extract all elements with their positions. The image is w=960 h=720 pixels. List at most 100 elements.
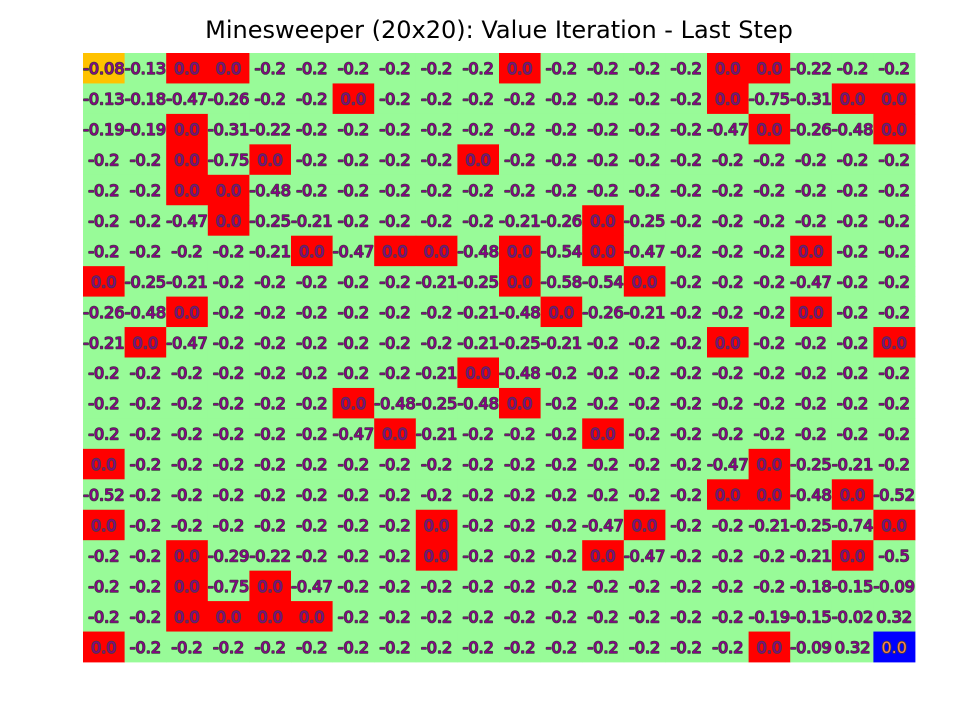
cell-value-label: -0.2 bbox=[213, 455, 244, 474]
grid-cell-safe bbox=[291, 53, 333, 84]
grid-cell-safe bbox=[291, 83, 333, 115]
grid-cell-safe bbox=[790, 601, 833, 632]
grid-cell-safe bbox=[582, 357, 625, 389]
cell-value-label: 0.0 bbox=[341, 90, 366, 109]
grid-cell-safe bbox=[166, 509, 209, 541]
cell-value-label: -0.47 bbox=[707, 455, 748, 474]
grid-cell-safe bbox=[623, 357, 666, 389]
cell-value-label: -0.2 bbox=[629, 333, 660, 352]
grid-cell-safe bbox=[332, 327, 375, 358]
grid-cell-safe bbox=[457, 266, 500, 297]
grid-cell-mine bbox=[83, 509, 125, 541]
cell-value-label: -0.2 bbox=[629, 364, 660, 383]
grid-cell-safe bbox=[665, 144, 708, 176]
grid-cell-safe bbox=[207, 418, 250, 450]
cell-value-label: -0.2 bbox=[255, 303, 286, 322]
grid-cell-safe bbox=[665, 570, 708, 602]
grid-cell-safe bbox=[665, 83, 708, 115]
grid-cell-safe bbox=[582, 144, 625, 176]
grid-cell-safe bbox=[831, 327, 874, 358]
cell-value-label: -0.25 bbox=[457, 272, 498, 291]
cell-value-label: -0.2 bbox=[837, 59, 868, 78]
cell-value-label: -0.21 bbox=[457, 303, 498, 322]
cell-value-label: -0.48 bbox=[499, 364, 540, 383]
grid-cell-safe bbox=[124, 418, 167, 450]
cell-value-label: 0.0 bbox=[382, 242, 407, 261]
cell-value-label: -0.2 bbox=[255, 394, 286, 413]
cell-value-label: -0.09 bbox=[790, 638, 831, 657]
grid-cell-safe bbox=[582, 448, 625, 480]
grid-cell-safe bbox=[83, 570, 125, 602]
grid-cell-safe bbox=[291, 540, 333, 572]
grid-cell-safe bbox=[540, 509, 583, 541]
cell-value-label: -0.2 bbox=[88, 546, 119, 565]
cell-value-label: -0.21 bbox=[790, 546, 831, 565]
grid-cell-safe bbox=[249, 357, 292, 389]
cell-value-label: -0.2 bbox=[296, 546, 327, 565]
grid-cell-safe bbox=[790, 53, 833, 84]
grid-cell-safe bbox=[499, 144, 541, 176]
cell-value-label: -0.2 bbox=[587, 455, 618, 474]
grid-cell-mine bbox=[873, 83, 916, 115]
grid-cell-safe bbox=[415, 266, 458, 297]
cell-value-label: -0.2 bbox=[171, 455, 202, 474]
grid-cell-safe bbox=[124, 540, 167, 572]
cell-value-label: -0.2 bbox=[587, 638, 618, 657]
grid-cell-safe bbox=[540, 631, 583, 663]
grid-cell-safe bbox=[623, 387, 666, 419]
cell-value-label: -0.2 bbox=[504, 151, 535, 170]
grid-cell-safe bbox=[873, 296, 916, 328]
grid-cell-safe bbox=[790, 448, 833, 480]
grid-cell-safe bbox=[582, 479, 625, 511]
cell-value-label: -0.2 bbox=[629, 577, 660, 596]
cell-value-label: -0.2 bbox=[255, 59, 286, 78]
cell-value-label: -0.2 bbox=[879, 455, 910, 474]
cell-value-label: -0.18 bbox=[790, 577, 831, 596]
grid-cell-safe bbox=[540, 540, 583, 572]
cell-value-label: -0.2 bbox=[130, 546, 161, 565]
grid-cell-safe bbox=[665, 479, 708, 511]
cell-value-label: -0.2 bbox=[379, 333, 410, 352]
cell-value-label: -0.2 bbox=[296, 516, 327, 535]
grid-cell-safe bbox=[582, 113, 625, 145]
grid-cell-safe bbox=[124, 113, 167, 145]
cell-value-label: -0.26 bbox=[541, 211, 582, 230]
grid-cell-mine bbox=[831, 479, 874, 511]
cell-value-label: -0.25 bbox=[790, 455, 831, 474]
grid-cell-mine bbox=[332, 83, 375, 115]
cell-value-label: -0.21 bbox=[249, 242, 290, 261]
grid-cell-safe bbox=[83, 113, 125, 145]
cell-value-label: -0.2 bbox=[463, 455, 494, 474]
grid-cell-safe bbox=[415, 53, 458, 84]
grid-cell-safe bbox=[582, 387, 625, 419]
grid-cell-safe bbox=[83, 235, 125, 267]
grid-cell-safe bbox=[665, 113, 708, 145]
grid-cell-safe bbox=[623, 448, 666, 480]
cell-value-label: -0.2 bbox=[379, 211, 410, 230]
grid-cell-mine bbox=[582, 235, 625, 267]
grid-cell-safe bbox=[540, 448, 583, 480]
grid-cell-safe bbox=[124, 357, 167, 389]
grid-cell-safe bbox=[415, 144, 458, 176]
grid-cell-mine bbox=[249, 144, 292, 176]
cell-value-label: -0.54 bbox=[582, 272, 623, 291]
cell-value-label: -0.2 bbox=[213, 242, 244, 261]
cell-value-label: -0.48 bbox=[374, 394, 415, 413]
cell-value-label: -0.2 bbox=[463, 90, 494, 109]
grid-cell-safe bbox=[457, 601, 500, 632]
grid-cell-safe bbox=[207, 448, 250, 480]
cell-value-label: -0.2 bbox=[463, 607, 494, 626]
cell-value-label: -0.2 bbox=[88, 425, 119, 444]
cell-value-label: -0.2 bbox=[338, 638, 369, 657]
grid-cell-safe bbox=[249, 83, 292, 115]
cell-value-label: 0.0 bbox=[424, 242, 449, 261]
cell-value-label: 0.0 bbox=[341, 394, 366, 413]
grid-cell-safe bbox=[374, 509, 417, 541]
grid-cell-safe bbox=[83, 387, 125, 419]
grid-cell-safe bbox=[249, 631, 292, 663]
grid-cell-mine bbox=[790, 235, 833, 267]
cell-value-label: 0.0 bbox=[590, 546, 615, 565]
cell-value-label: 0.0 bbox=[257, 151, 282, 170]
cell-value-label: 0.0 bbox=[798, 242, 823, 261]
cell-value-label: -0.21 bbox=[83, 333, 124, 352]
